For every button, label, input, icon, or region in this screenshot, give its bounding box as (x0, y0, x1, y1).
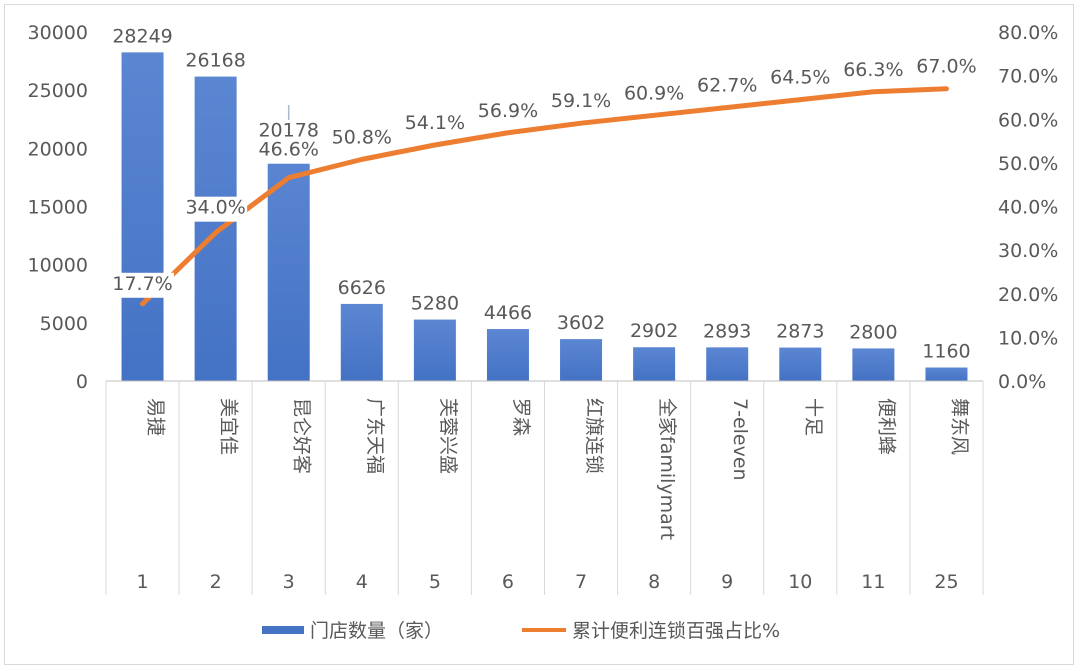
bar-value-label-6: 4466 (484, 302, 532, 324)
category-label-8: 全家familymart (656, 398, 678, 540)
line-value-label-1: 17.7% (112, 273, 172, 295)
bar-7 (560, 339, 603, 381)
bar-9 (706, 347, 749, 381)
category-label-7: 红旗连锁 (583, 398, 605, 474)
rank-label-7: 7 (575, 571, 587, 593)
line-value-label-2-bg (184, 196, 248, 222)
line-value-label-12: 67.0% (916, 56, 976, 78)
legend-bar-label: 门店数量（家） (310, 620, 443, 642)
line-value-label-11: 66.3% (843, 59, 903, 81)
line-value-label-4: 50.8% (332, 126, 392, 148)
legend: 门店数量（家） 累计便利连锁百强占比% (262, 620, 780, 642)
cumulative-line (140, 86, 949, 307)
bar-value-label-9: 2893 (703, 320, 751, 342)
category-label-1: 易捷 (145, 398, 167, 436)
rank-label-2: 2 (210, 571, 222, 593)
bars-layer (121, 52, 968, 382)
bar-value-label-2: 26168 (185, 50, 245, 72)
rank-label-9: 9 (721, 571, 733, 593)
line-value-label-5: 54.1% (405, 112, 465, 134)
right-tick-label-7: 70.0% (998, 66, 1058, 88)
left-tick-label-2: 10000 (28, 255, 88, 277)
bar-value-label-7: 3602 (557, 312, 605, 334)
left-tick-label-5: 25000 (28, 80, 88, 102)
bar-12 (925, 367, 968, 381)
rank-label-4: 4 (356, 571, 368, 593)
right-tick-label-3: 30.0% (998, 240, 1058, 262)
bar-value-label-12: 1160 (922, 341, 970, 363)
line-value-label-3: 46.6% (259, 139, 319, 161)
rank-label-6: 6 (502, 571, 514, 593)
rank-label-1: 1 (136, 571, 148, 593)
bar-value-label-8: 2902 (630, 320, 678, 342)
line-value-label-3-bg (257, 138, 321, 164)
rank-label-5: 5 (429, 571, 441, 593)
rank-label-11: 11 (861, 571, 885, 593)
line-value-label-10: 64.5% (770, 67, 830, 89)
category-label-3: 昆仑好客 (291, 398, 313, 474)
bar-11 (852, 348, 895, 381)
legend-bar-swatch (262, 626, 304, 634)
bar-value-label-11: 2800 (849, 321, 897, 343)
category-label-12: 舞东风 (948, 398, 970, 455)
category-label-4: 广东天福 (364, 398, 386, 474)
line-value-label-9: 62.7% (697, 74, 757, 96)
rank-label-3: 3 (283, 571, 295, 593)
right-tick-label-5: 50.0% (998, 153, 1058, 175)
bar-value-label-4: 6626 (338, 277, 386, 299)
line-value-label-7: 59.1% (551, 90, 611, 112)
category-label-5: 芙蓉兴盛 (437, 398, 459, 474)
category-label-6: 罗森 (510, 398, 532, 436)
line-value-label-8: 60.9% (624, 82, 684, 104)
rank-label-10: 10 (788, 571, 812, 593)
right-tick-label-8: 80.0% (998, 22, 1058, 44)
line-value-label-2: 34.0% (185, 197, 245, 219)
left-tick-label-4: 20000 (28, 138, 88, 160)
legend-line-label: 累计便利连锁百强占比% (572, 620, 780, 642)
bar-4 (340, 303, 383, 381)
axes-layer: 0 5000 10000 15000 20000 25000 30000 0.0% 10.0% 2… (28, 22, 1058, 595)
bar-6 (486, 329, 529, 381)
category-label-9: 7-eleven (729, 398, 751, 481)
left-tick-label-0: 0 (76, 371, 88, 393)
left-tick-label-1: 5000 (40, 313, 88, 335)
category-label-11: 便利蜂 (875, 398, 897, 455)
bar-value-label-1: 28249 (112, 25, 172, 47)
line-value-label-1-bg (111, 272, 175, 298)
right-tick-label-1: 10.0% (998, 327, 1058, 349)
left-tick-label-6: 30000 (28, 22, 88, 44)
right-tick-label-4: 40.0% (998, 197, 1058, 219)
bar-value-label-3: 20178 (258, 119, 318, 141)
right-tick-label-0: 0.0% (998, 371, 1046, 393)
left-tick-label-3: 15000 (28, 197, 88, 219)
rank-label-12: 25 (934, 571, 958, 593)
labels-layer: 28249 26168 20178 6626 5280 4466 3602 2902 2893 2… (111, 25, 977, 363)
line-value-label-6: 56.9% (478, 100, 538, 122)
right-tick-label-2: 20.0% (998, 284, 1058, 306)
category-label-10: 十足 (802, 398, 824, 436)
category-label-2: 美宜佳 (218, 398, 240, 455)
bar-value-label-5: 5280 (411, 293, 459, 315)
bar-1 (121, 52, 164, 382)
right-tick-label-6: 60.0% (998, 109, 1058, 131)
bar-8 (633, 347, 676, 381)
chart-frame (4, 4, 1074, 665)
bar-3 (267, 146, 310, 381)
bar-2 (194, 76, 237, 382)
rank-label-8: 8 (648, 571, 660, 593)
bar-5 (413, 319, 456, 381)
bar-10 (779, 347, 822, 381)
bar-value-label-10: 2873 (776, 321, 824, 343)
line-layer (140, 86, 949, 307)
